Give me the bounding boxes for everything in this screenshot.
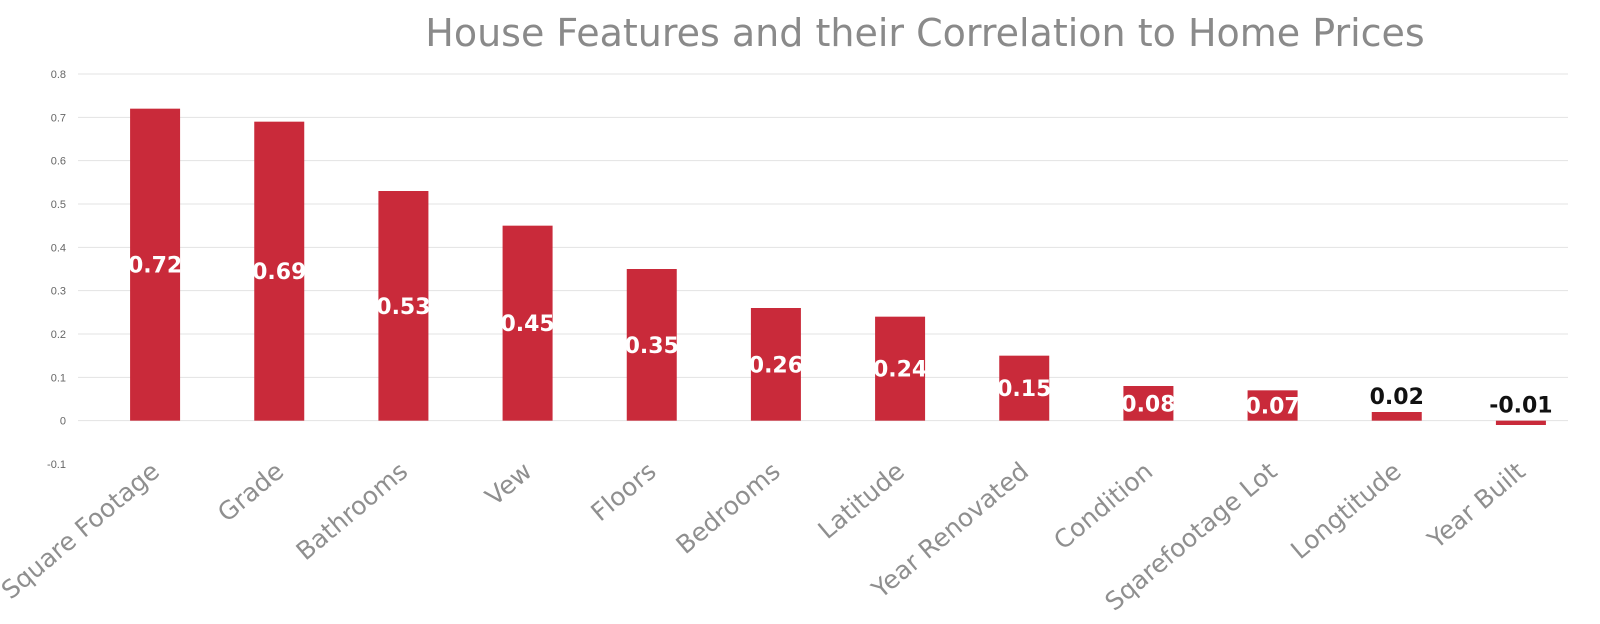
bar [130,108,181,421]
bar [378,191,429,421]
y-tick-label: 0.5 [51,199,66,211]
x-category-label: Latitude [812,456,909,544]
y-tick-label: 0.4 [51,242,66,254]
bar [626,269,677,421]
data-label: 0.53 [376,295,430,320]
y-tick-label: 0.3 [51,286,66,298]
x-category-label: Condition [1048,456,1158,555]
bar [1123,386,1174,421]
chart-title: House Features and their Correlation to … [425,11,1424,55]
bars [130,108,1546,425]
y-tick-label: 0.2 [51,329,66,341]
y-tick-label: 0.1 [51,372,66,384]
y-tick-label: 0 [60,416,66,428]
bar [875,316,926,421]
bar [1495,420,1546,425]
x-category-label: Bedrooms [671,456,786,559]
data-label: 0.26 [749,353,803,378]
data-label: 0.45 [500,312,554,337]
x-category-label: Bathrooms [291,456,414,566]
bar [999,355,1050,421]
x-category-label: Longtitude [1285,456,1406,564]
bar [1247,390,1298,421]
y-tick-label: 0.7 [51,112,66,124]
data-labels: 0.72 0.69 0.53 0.45 0.35 0.26 0.24 0.15 0.08 0.07… [128,254,1553,420]
x-category-label: Floors [585,456,661,527]
data-label: 0.07 [1245,395,1299,420]
data-label: 0.69 [252,260,306,285]
x-axis-category-labels: Square Footage Grade Bathrooms Vew Floors Bed… [0,456,1531,616]
y-tick-label: 0.6 [51,156,66,168]
x-category-label: Year Built [1421,456,1531,555]
data-label: 0.24 [873,358,927,383]
data-label: 0.02 [1370,385,1424,410]
bar [254,121,305,421]
data-label: -0.01 [1489,394,1552,419]
bar [1371,412,1422,421]
x-category-label: Grade [212,456,289,527]
y-tick-label: 0.8 [51,69,66,81]
bar [502,225,553,421]
bar [750,308,801,421]
y-axis-tick-labels: -0.1 0 0.1 0.2 0.3 0.4 0.5 0.6 0.7 0.8 [47,69,66,471]
x-category-label: Vew [480,456,538,511]
data-label: 0.08 [1121,392,1175,417]
y-tick-label: -0.1 [47,459,66,471]
data-label: 0.15 [997,377,1051,402]
data-label: 0.72 [128,254,182,279]
gridlines [78,73,1568,422]
x-category-label: Square Footage [0,456,165,604]
data-label: 0.35 [625,334,679,359]
